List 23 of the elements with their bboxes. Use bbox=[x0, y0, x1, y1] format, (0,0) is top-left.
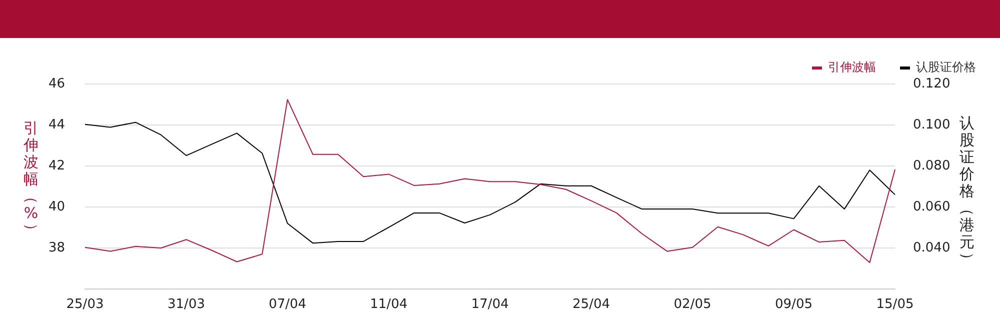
x-tick-label: 02/05 bbox=[674, 297, 712, 312]
y-tick-label: 46 bbox=[48, 76, 65, 92]
legend-label: 认股证价格 bbox=[916, 60, 976, 74]
x-tick-label: 25/04 bbox=[572, 297, 610, 312]
y-tick-label: 40 bbox=[48, 199, 65, 214]
y2-tick-label: 0.100 bbox=[913, 117, 950, 132]
x-tick-label: 31/03 bbox=[168, 297, 205, 312]
y-axis-title: 引伸波幅（%） bbox=[22, 119, 40, 240]
x-tick-label: 11/04 bbox=[370, 297, 408, 312]
y2-tick-label: 0.080 bbox=[913, 158, 950, 174]
y-tick-label: 44 bbox=[48, 117, 65, 132]
x-tick-label: 15/05 bbox=[876, 297, 914, 312]
text: 认股证价格（港元） bbox=[958, 114, 976, 267]
y-tick-label: 42 bbox=[48, 158, 65, 174]
x-tick-label: 09/05 bbox=[775, 297, 812, 312]
x-tick-label: 25/03 bbox=[66, 297, 104, 312]
y2-tick-label: 0.040 bbox=[913, 240, 950, 256]
x-tick-label: 17/04 bbox=[471, 297, 509, 312]
y2-tick-label: 0.120 bbox=[913, 76, 950, 92]
y2-tick-label: 0.060 bbox=[913, 199, 950, 214]
y-tick-label: 38 bbox=[48, 240, 65, 256]
legend-label: 引伸波幅 bbox=[828, 60, 876, 74]
x-tick-label: 07/04 bbox=[268, 297, 306, 312]
